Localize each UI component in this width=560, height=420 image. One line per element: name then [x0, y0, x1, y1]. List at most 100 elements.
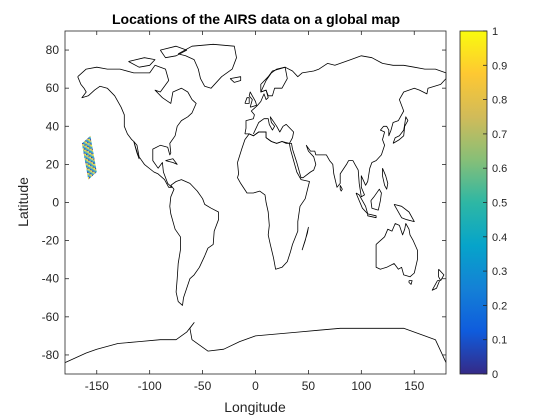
swath-footprint — [89, 160, 91, 163]
swath-footprint — [82, 144, 84, 147]
swath-footprint — [88, 140, 90, 143]
swath-footprint — [88, 154, 90, 157]
y-tick-label: -40 — [42, 272, 60, 286]
swath-footprint — [89, 171, 91, 174]
swath-footprint — [88, 175, 90, 178]
coastline-baja — [133, 141, 140, 160]
swath-footprint — [88, 142, 90, 145]
swath-footprint — [90, 162, 93, 165]
swath-footprint — [91, 153, 93, 156]
swath-footprint — [91, 152, 93, 155]
swath-footprint — [86, 159, 88, 162]
swath-footprint — [91, 170, 93, 172]
swath-footprint — [90, 160, 92, 163]
swath-footprint — [90, 155, 92, 158]
swath-footprint — [89, 155, 91, 158]
swath-footprint — [86, 153, 88, 156]
swath-footprint — [81, 142, 84, 145]
swath-footprint — [83, 148, 85, 151]
swath-footprint — [82, 146, 84, 149]
swath-footprint — [87, 172, 89, 175]
y-tick-label: -60 — [42, 310, 60, 324]
swath-footprint — [89, 140, 91, 143]
swath-footprint — [84, 141, 86, 144]
swath-footprint — [86, 168, 88, 171]
swath-footprint — [86, 151, 88, 154]
x-tick-label: 50 — [302, 379, 316, 393]
swath-footprint — [86, 148, 88, 151]
swath-footprint — [93, 166, 95, 169]
y-axis-label: Latitude — [15, 177, 31, 227]
swath-footprint — [92, 171, 94, 174]
swath-footprint — [86, 164, 88, 167]
swath-footprint — [82, 147, 84, 150]
swath-footprint — [85, 163, 87, 166]
swath-footprint — [90, 151, 92, 154]
swath-footprint — [87, 147, 89, 150]
swath-footprint — [90, 175, 93, 178]
swath-footprint — [88, 147, 90, 150]
swath-footprint — [90, 145, 92, 148]
swath-footprint — [92, 151, 94, 154]
swath-footprint — [92, 152, 94, 155]
swath-footprint — [86, 138, 88, 141]
swath-footprint — [87, 164, 90, 167]
swath-footprint — [91, 159, 93, 162]
swath-footprint — [86, 147, 88, 150]
coastline-greenland — [178, 43, 237, 89]
swath-footprint — [89, 143, 91, 145]
chart-title: Locations of the AIRS data on a global m… — [112, 11, 400, 27]
swath-footprint — [85, 145, 87, 148]
x-tick-label: 100 — [351, 379, 371, 393]
swath-footprint — [93, 157, 95, 160]
swath-footprint — [90, 170, 92, 173]
swath-footprint — [83, 145, 85, 148]
swath-footprint — [92, 166, 94, 169]
swath-footprint — [88, 167, 90, 170]
swath-footprint — [86, 163, 88, 165]
swath-footprint — [84, 145, 86, 148]
swath-footprint — [91, 172, 93, 175]
swath-footprint — [93, 170, 95, 173]
swath-footprint — [89, 150, 91, 153]
coastline-sumatra — [355, 192, 369, 215]
swath-footprint — [85, 139, 87, 142]
swath-footprint — [88, 165, 90, 168]
swath-footprint — [88, 159, 90, 162]
swath-footprint — [89, 164, 91, 167]
swath-footprint — [87, 142, 89, 145]
swath-footprint — [85, 140, 88, 143]
swath-footprint — [87, 162, 89, 165]
y-tick-label: 0 — [52, 196, 59, 210]
swath-footprint — [87, 158, 90, 161]
coastline-eurasia — [244, 55, 447, 198]
swath-footprint — [87, 140, 89, 143]
swath-footprint — [87, 166, 89, 169]
swath-footprint — [83, 148, 86, 151]
swath-footprint — [95, 167, 97, 170]
coastline-tasmania — [408, 280, 413, 285]
swath-footprint — [89, 148, 91, 151]
airs-swath — [81, 135, 97, 180]
swath-footprint — [89, 154, 91, 157]
swath-footprint — [89, 136, 91, 139]
swath-footprint — [88, 171, 90, 174]
swath-footprint — [87, 146, 89, 149]
swath-footprint — [87, 169, 89, 172]
coastline-arctic-islands-1 — [128, 57, 156, 68]
swath-footprint — [86, 166, 88, 168]
swath-footprint — [84, 140, 86, 142]
swath-footprint — [88, 160, 90, 163]
swath-footprint — [89, 167, 91, 170]
swath-footprint — [84, 143, 86, 145]
swath-footprint — [84, 155, 86, 158]
coastline-borneo — [370, 188, 382, 211]
swath-footprint — [90, 165, 92, 168]
swath-footprint — [93, 158, 95, 161]
swath-footprint — [88, 138, 91, 141]
swath-footprint — [89, 149, 91, 152]
swath-footprint — [88, 157, 90, 160]
coastline-new-zealand-north — [438, 268, 445, 282]
colorbar: 0 0.1 0.2 0.3 0.4 0.5 0.6 0.7 0.8 0.9 1 — [459, 26, 507, 381]
swath-footprint — [86, 157, 88, 160]
